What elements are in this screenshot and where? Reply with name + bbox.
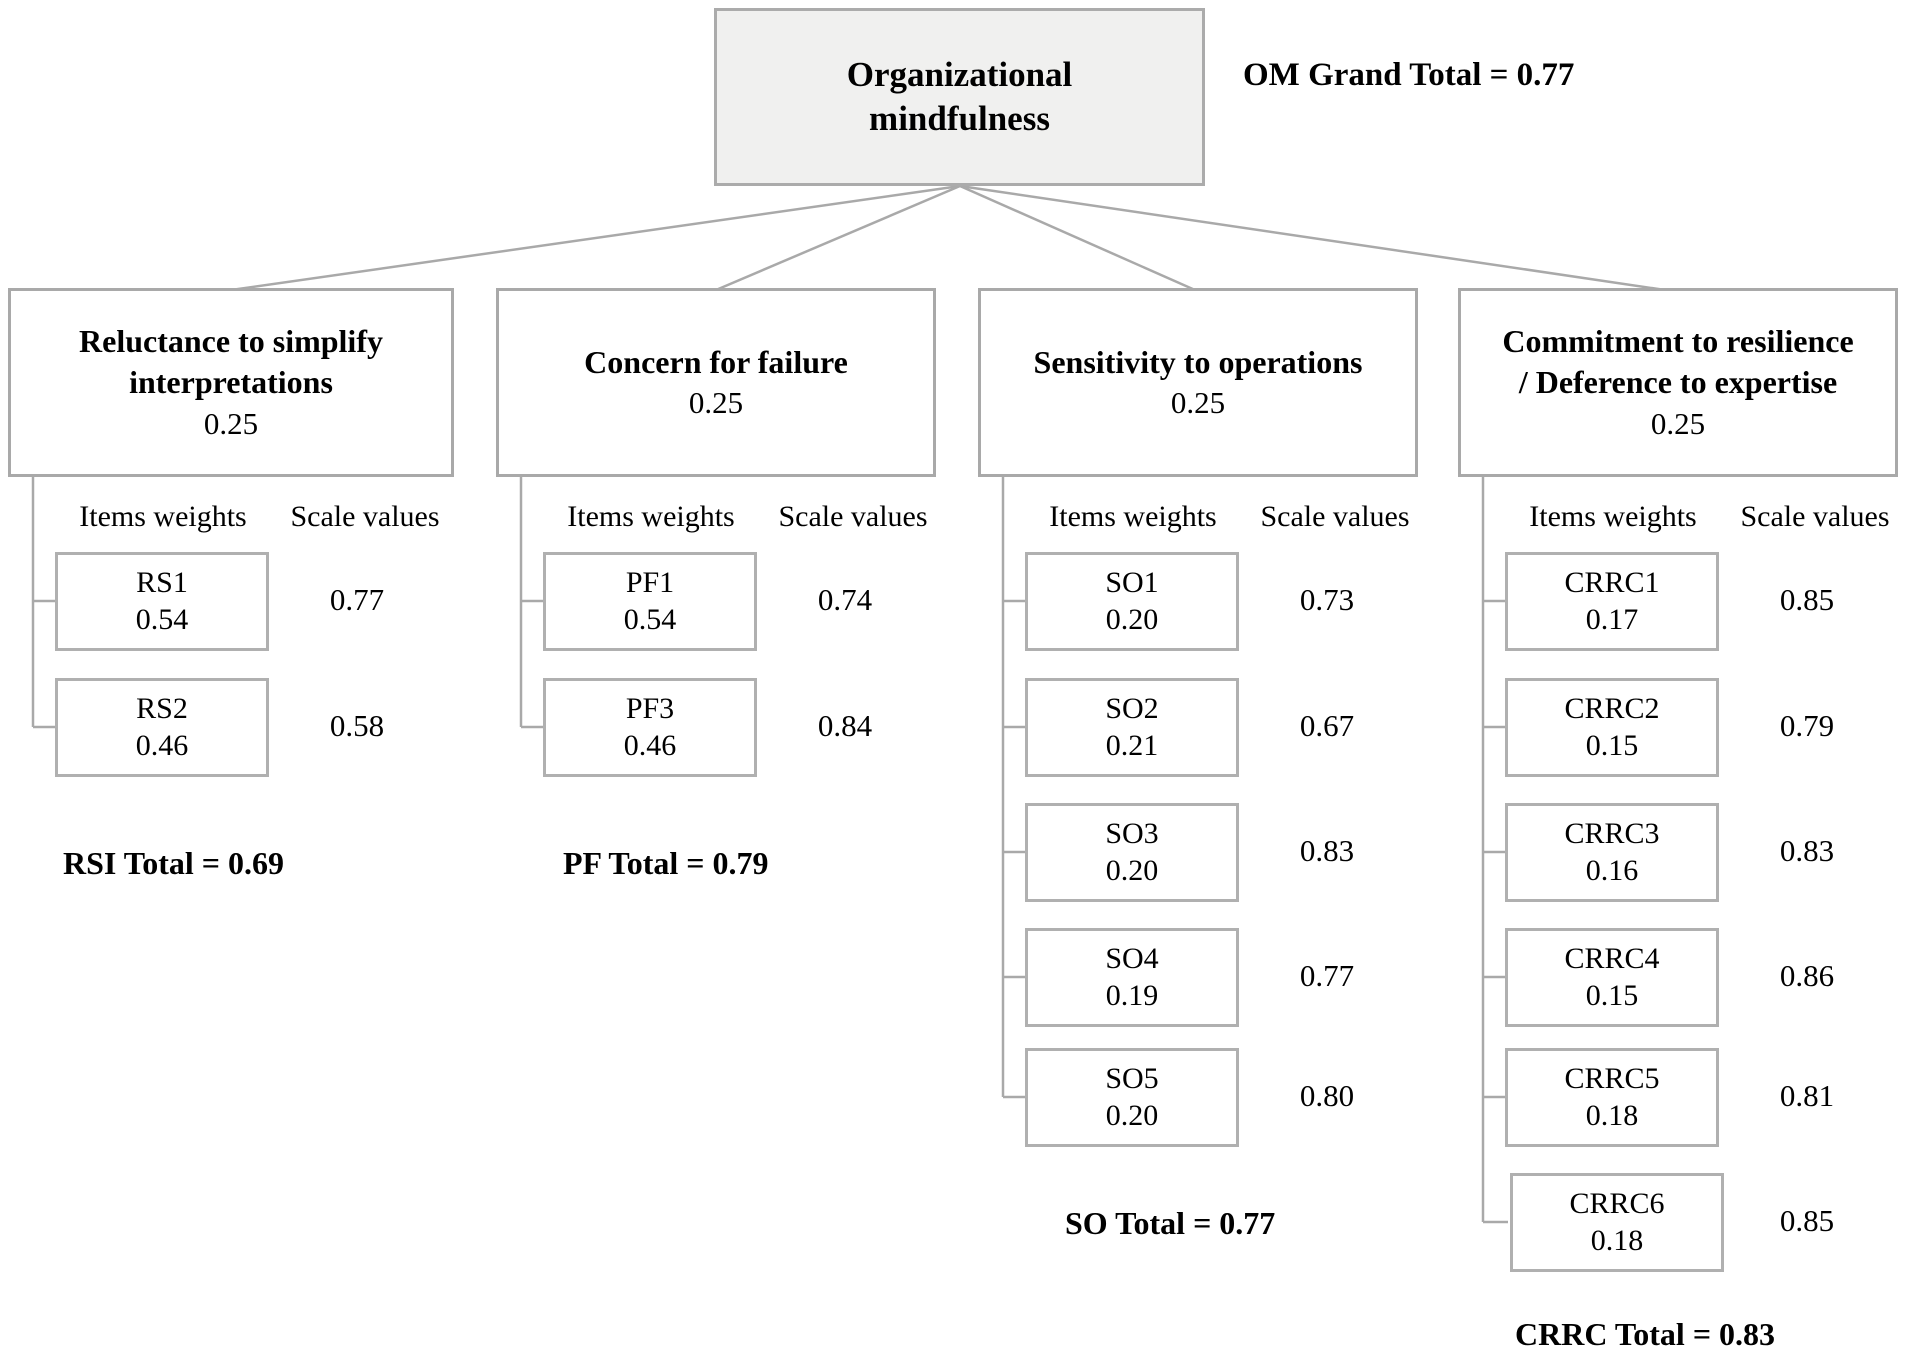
item-weight: 0.54 xyxy=(623,602,677,636)
items-weights-header: Items weights xyxy=(1049,500,1217,533)
item-code: SO5 xyxy=(1105,1061,1159,1095)
item-weight: 0.20 xyxy=(1105,602,1159,636)
branch-box-so: Sensitivity to operations 0.25 xyxy=(978,288,1418,477)
branch-weight: 0.25 xyxy=(688,385,744,421)
item-box-so4: SO4 0.19 xyxy=(1025,928,1239,1027)
root-node-title: Organizational mindfulness xyxy=(846,55,1073,138)
scale-value: 0.80 xyxy=(1299,1078,1355,1113)
branch-box-pf: Concern for failure 0.25 xyxy=(496,288,936,477)
branch-title: Reluctance to simplify interpretations xyxy=(79,322,383,401)
branch-column-pf: Concern for failure 0.25 Items weights S… xyxy=(496,0,936,1371)
scale-value: 0.84 xyxy=(817,708,873,743)
item-weight: 0.19 xyxy=(1105,978,1159,1012)
branch-box-crrc: Commitment to resilience / Deference to … xyxy=(1458,288,1898,477)
branch-title: Commitment to resilience / Deference to … xyxy=(1502,322,1854,401)
item-code: CRRC5 xyxy=(1564,1061,1660,1095)
branch-column-crrc: Commitment to resilience / Deference to … xyxy=(1458,0,1898,1371)
scale-value: 0.81 xyxy=(1779,1078,1835,1113)
item-box-crrc5: CRRC5 0.18 xyxy=(1505,1048,1719,1147)
om-grand-total: OM Grand Total = 0.77 xyxy=(1243,57,1575,93)
item-weight: 0.46 xyxy=(623,728,677,762)
item-box-pf1: PF1 0.54 xyxy=(543,552,757,651)
item-weight: 0.15 xyxy=(1585,978,1639,1012)
connector-root-to-branch xyxy=(715,184,961,292)
scale-value: 0.77 xyxy=(329,582,385,617)
items-weights-header: Items weights xyxy=(79,500,247,533)
scale-value: 0.83 xyxy=(1779,833,1835,868)
items-weights-header: Items weights xyxy=(567,500,735,533)
branch-weight: 0.25 xyxy=(1650,405,1706,441)
scale-value: 0.83 xyxy=(1299,833,1355,868)
item-box-rs1: RS1 0.54 xyxy=(55,552,269,651)
item-code: SO4 xyxy=(1105,941,1159,975)
item-code: CRRC4 xyxy=(1564,941,1660,975)
branch-box-rsi: Reluctance to simplify interpretations 0… xyxy=(8,288,454,477)
item-box-so2: SO2 0.21 xyxy=(1025,678,1239,777)
item-code: RS1 xyxy=(136,565,188,599)
scale-value: 0.58 xyxy=(329,708,385,743)
scale-value: 0.85 xyxy=(1779,582,1835,617)
connector-root-to-branch xyxy=(959,184,1196,292)
scale-values-header: Scale values xyxy=(1260,500,1410,533)
item-box-rs2: RS2 0.46 xyxy=(55,678,269,777)
connector-root-to-branch xyxy=(959,184,1666,292)
item-weight: 0.17 xyxy=(1585,602,1639,636)
scale-value: 0.77 xyxy=(1299,958,1355,993)
item-weight: 0.16 xyxy=(1585,853,1639,887)
item-box-so3: SO3 0.20 xyxy=(1025,803,1239,902)
branch-column-rsi: Reluctance to simplify interpretations 0… xyxy=(8,0,454,1371)
item-box-crrc2: CRRC2 0.15 xyxy=(1505,678,1719,777)
item-box-crrc1: CRRC1 0.17 xyxy=(1505,552,1719,651)
item-box-crrc6: CRRC6 0.18 xyxy=(1510,1173,1724,1272)
branch-weight: 0.25 xyxy=(1170,385,1226,421)
item-code: PF1 xyxy=(625,565,675,599)
branch-total-crrc: CRRC Total = 0.83 xyxy=(1515,1316,1776,1352)
scale-values-header: Scale values xyxy=(1740,500,1890,533)
item-box-so5: SO5 0.20 xyxy=(1025,1048,1239,1147)
item-code: CRRC2 xyxy=(1564,691,1660,725)
item-weight: 0.46 xyxy=(135,728,189,762)
scale-value: 0.79 xyxy=(1779,708,1835,743)
item-code: SO2 xyxy=(1105,691,1159,725)
branch-total-pf: PF Total = 0.79 xyxy=(563,845,769,881)
connector-root-to-branch xyxy=(230,184,961,292)
item-code: CRRC1 xyxy=(1564,565,1660,599)
scale-value: 0.74 xyxy=(817,582,873,617)
items-weights-header: Items weights xyxy=(1529,500,1697,533)
item-weight: 0.20 xyxy=(1105,1098,1159,1132)
scale-value: 0.67 xyxy=(1299,708,1355,743)
item-weight: 0.15 xyxy=(1585,728,1639,762)
branch-total-rsi: RSI Total = 0.69 xyxy=(63,845,284,881)
item-box-crrc3: CRRC3 0.16 xyxy=(1505,803,1719,902)
scale-values-header: Scale values xyxy=(778,500,928,533)
branch-title: Concern for failure xyxy=(584,343,848,380)
item-box-pf3: PF3 0.46 xyxy=(543,678,757,777)
item-weight: 0.18 xyxy=(1585,1098,1639,1132)
item-code: SO3 xyxy=(1105,816,1159,850)
item-weight: 0.21 xyxy=(1105,728,1159,762)
branch-weight: 0.25 xyxy=(203,405,259,441)
item-weight: 0.20 xyxy=(1105,853,1159,887)
item-code: CRRC3 xyxy=(1564,816,1660,850)
item-box-so1: SO1 0.20 xyxy=(1025,552,1239,651)
item-weight: 0.18 xyxy=(1590,1223,1644,1257)
item-box-crrc4: CRRC4 0.15 xyxy=(1505,928,1719,1027)
item-code: SO1 xyxy=(1105,565,1159,599)
branch-total-so: SO Total = 0.77 xyxy=(1065,1205,1276,1241)
item-weight: 0.54 xyxy=(135,602,189,636)
branch-column-so: Sensitivity to operations 0.25 Items wei… xyxy=(978,0,1418,1371)
scale-value: 0.73 xyxy=(1299,582,1355,617)
root-node-box: Organizational mindfulness xyxy=(714,8,1205,186)
scale-value: 0.86 xyxy=(1779,958,1835,993)
scale-value: 0.85 xyxy=(1779,1203,1835,1238)
item-code: CRRC6 xyxy=(1569,1186,1665,1220)
branch-title: Sensitivity to operations xyxy=(1033,343,1363,380)
item-code: PF3 xyxy=(625,691,675,725)
scale-values-header: Scale values xyxy=(290,500,440,533)
item-code: RS2 xyxy=(136,691,188,725)
